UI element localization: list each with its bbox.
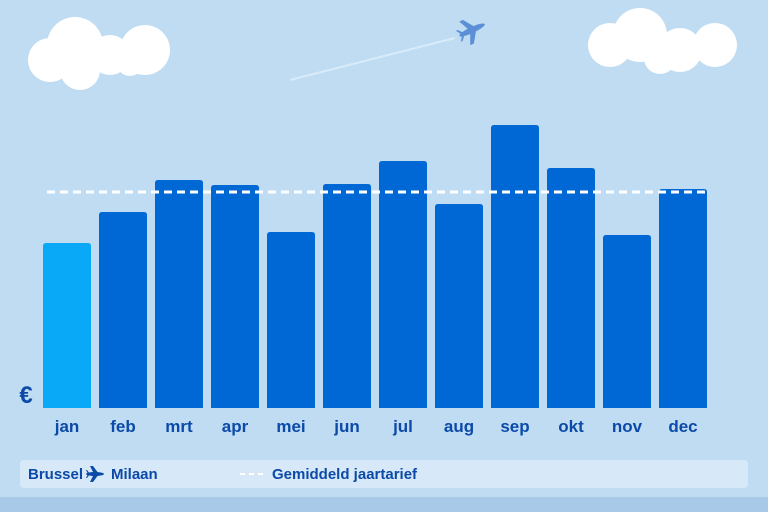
bar (435, 204, 483, 408)
legend-origin: Brussel (28, 466, 83, 483)
bars (43, 125, 707, 408)
bar (323, 184, 371, 408)
x-tick-label: sep (500, 417, 529, 436)
cloud (588, 8, 737, 74)
legend (20, 460, 748, 488)
plane-icon (86, 466, 104, 482)
x-tick-label: jun (333, 417, 360, 436)
x-tick-label: jan (54, 417, 80, 436)
x-tick-label: dec (668, 417, 697, 436)
x-tick-label: aug (444, 417, 474, 436)
bar (603, 235, 651, 408)
x-tick-label: mrt (165, 417, 193, 436)
bar (211, 185, 259, 408)
bar (491, 125, 539, 408)
x-tick-label: jul (392, 417, 413, 436)
x-tick-label: okt (558, 417, 584, 436)
plane-icon (455, 19, 485, 46)
contrail (289, 37, 456, 81)
x-tick-label: mei (276, 417, 305, 436)
footer-strip (0, 497, 768, 512)
currency-symbol: € (19, 382, 32, 409)
bar (267, 232, 315, 408)
bar (547, 168, 595, 408)
bar (43, 243, 91, 408)
bar (659, 189, 707, 408)
cloud (28, 17, 170, 90)
legend-average: Gemiddeld jaartarief (272, 466, 418, 483)
x-tick-label: feb (110, 417, 136, 436)
x-tick-label: nov (612, 417, 643, 436)
bar (379, 161, 427, 408)
bar (99, 212, 147, 408)
x-tick-label: apr (222, 417, 249, 436)
bar (155, 180, 203, 408)
legend-destination: Milaan (111, 466, 158, 483)
